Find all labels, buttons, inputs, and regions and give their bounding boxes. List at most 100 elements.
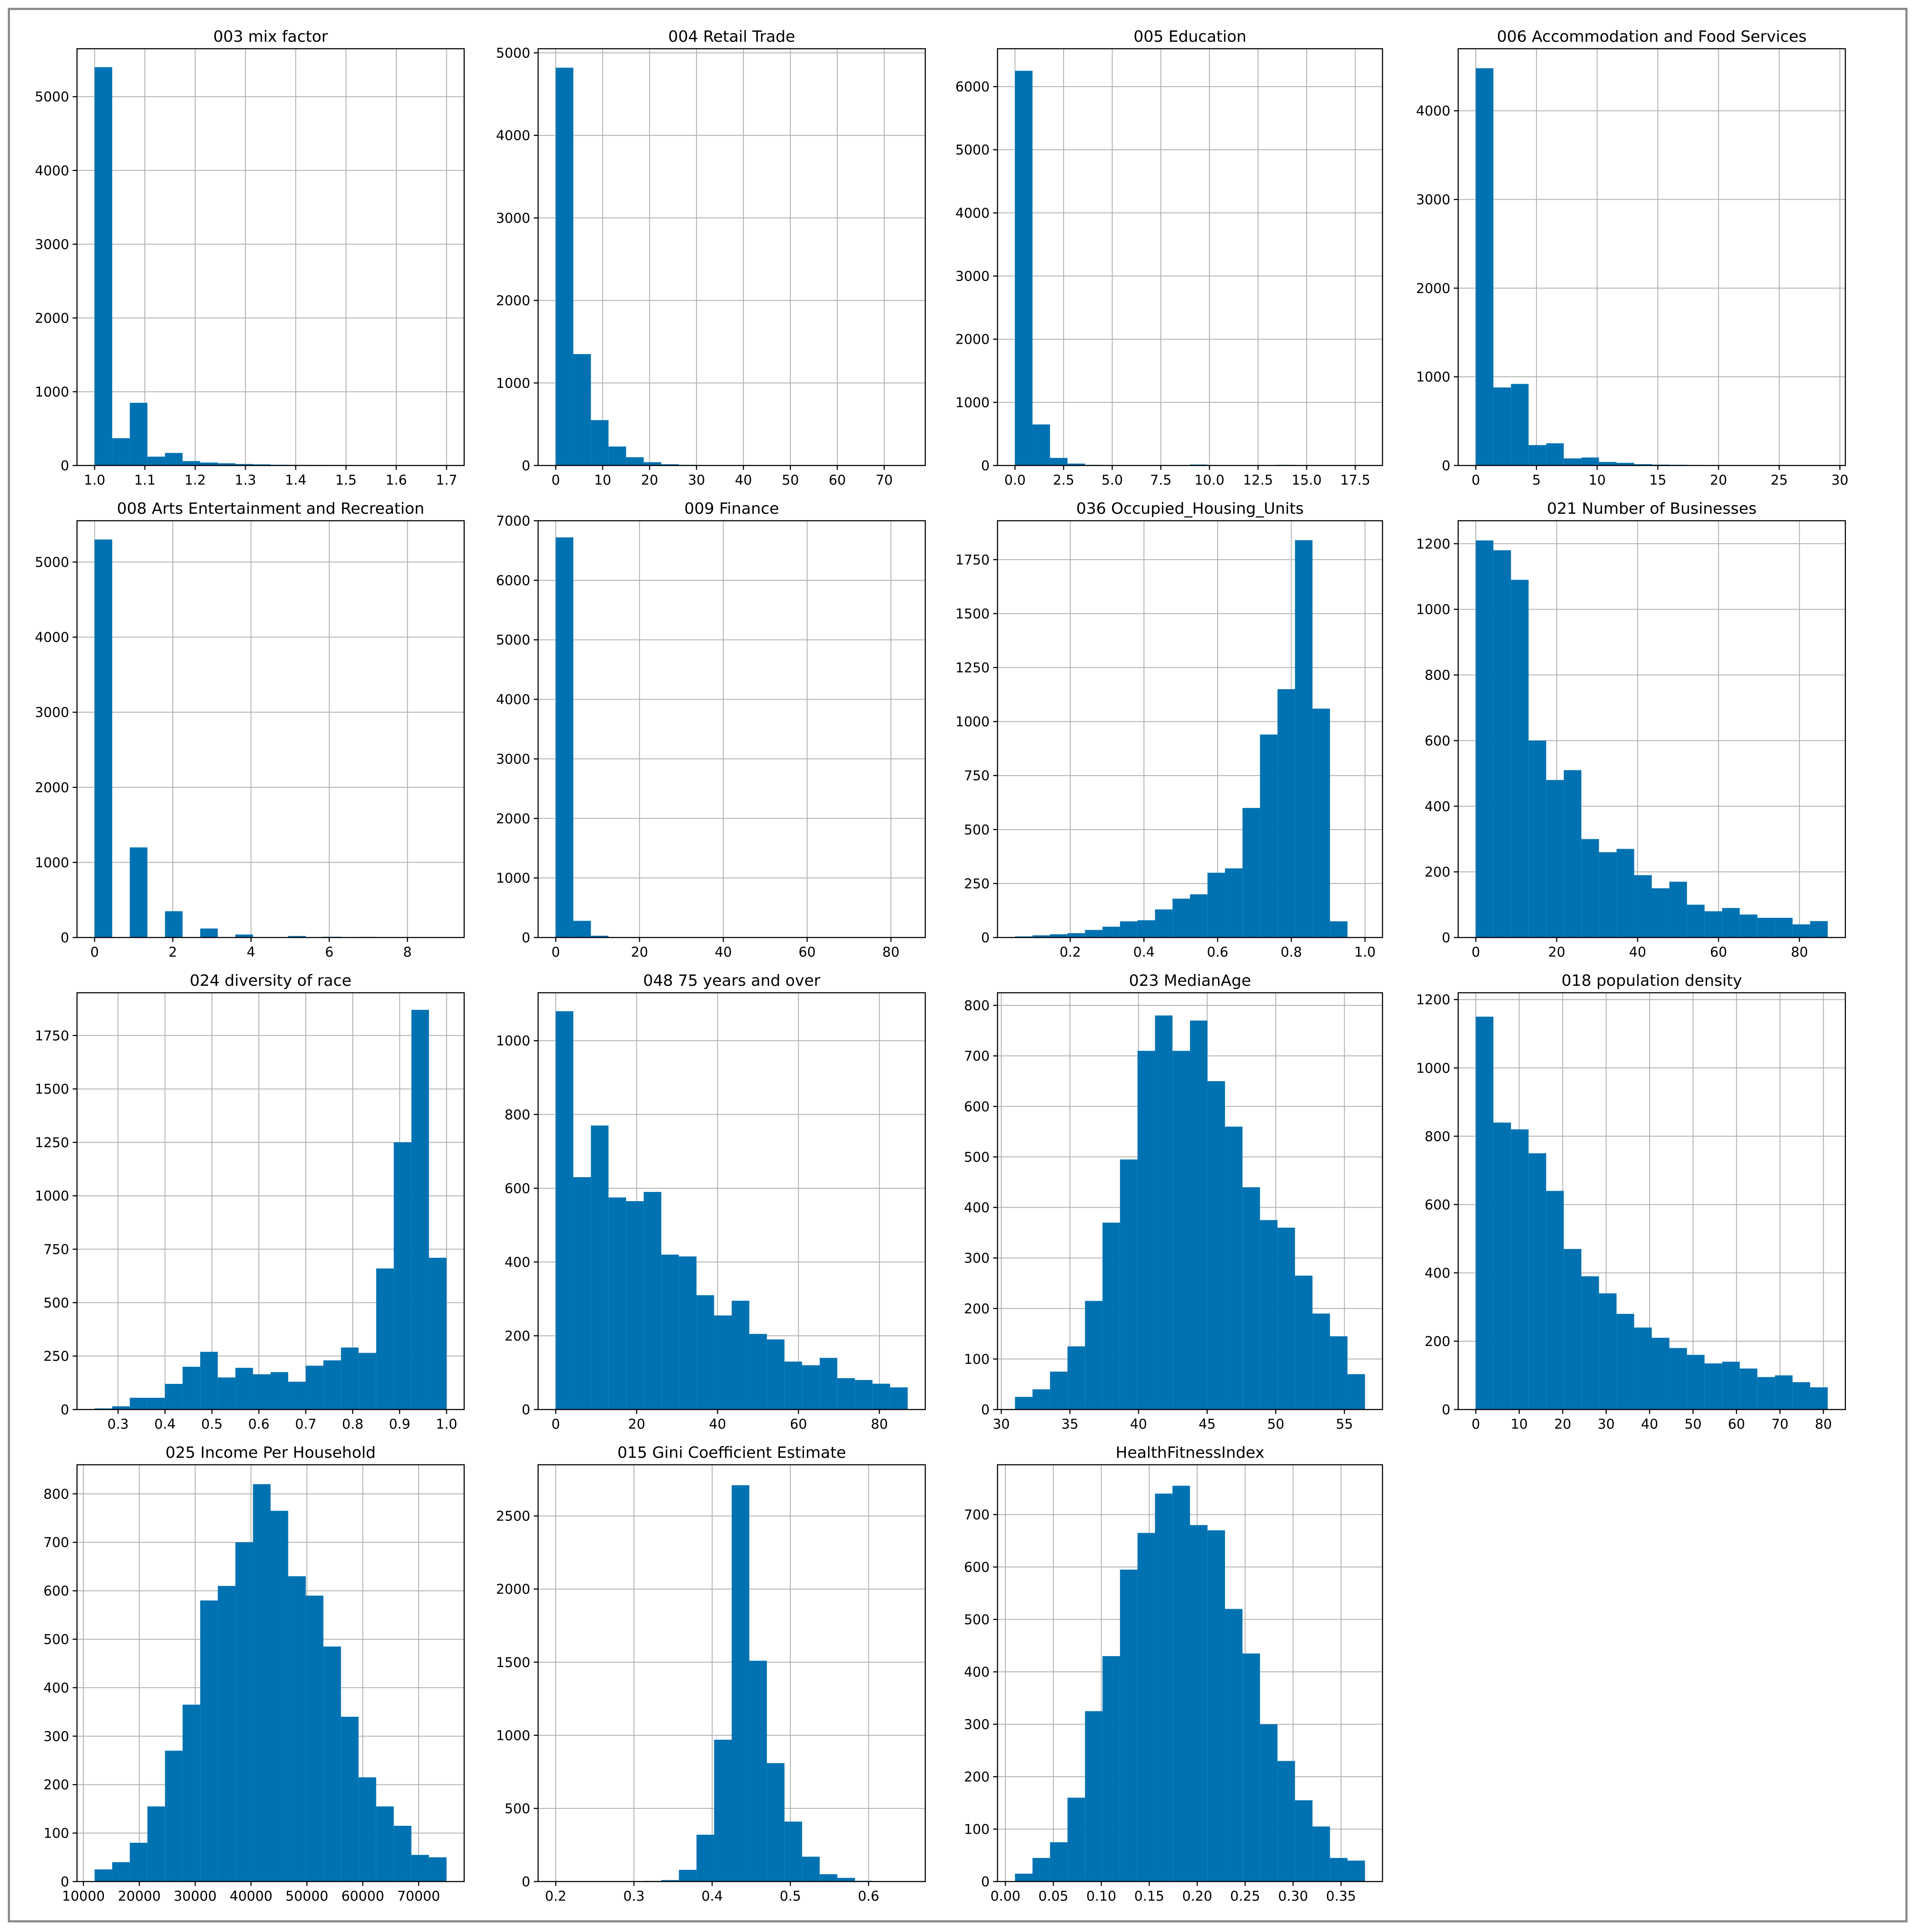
histogram-bar bbox=[1347, 1374, 1365, 1410]
histogram-plot: 0 20 40 60 80 0 1000 2000 3000 4000 5000 6000 7000 00… bbox=[496, 500, 926, 960]
x-tick-label: 20 bbox=[1548, 944, 1565, 960]
histogram-bar bbox=[661, 464, 679, 465]
histogram-bar bbox=[1528, 445, 1546, 465]
y-tick-label: 800 bbox=[44, 1487, 69, 1502]
histogram-bar bbox=[1347, 1860, 1365, 1882]
y-tick-label: 1200 bbox=[1416, 536, 1450, 552]
y-tick-label: 0 bbox=[522, 1402, 530, 1418]
histogram-bar bbox=[1511, 384, 1529, 465]
histogram-panel: 0 5 10 15 20 25 30 0 1000 2000 3000 4000 006 Accommo… bbox=[1416, 28, 1848, 488]
histogram-bar bbox=[235, 1542, 253, 1882]
histogram-plot: 0.2 0.4 0.6 0.8 1.0 0 250 500 750 1000 1250 1500 175… bbox=[955, 500, 1383, 960]
x-tick-label: 15.0 bbox=[1292, 472, 1322, 488]
y-tick-label: 400 bbox=[1425, 799, 1450, 814]
histogram-bar bbox=[837, 1878, 855, 1882]
y-tick-label: 100 bbox=[964, 1822, 990, 1837]
y-tick-label: 600 bbox=[964, 1099, 990, 1115]
histogram-bar bbox=[1740, 1368, 1757, 1410]
histogram-bar bbox=[1757, 1377, 1775, 1410]
x-tick-label: 0.5 bbox=[780, 1888, 801, 1904]
x-tick-label: 0.35 bbox=[1326, 1888, 1356, 1904]
histogram-bar bbox=[1050, 1842, 1068, 1882]
histogram-bar bbox=[1102, 1222, 1120, 1410]
axes-frame bbox=[537, 1464, 926, 1882]
y-tick-label: 300 bbox=[44, 1729, 69, 1744]
x-tick-label: 17.5 bbox=[1340, 472, 1370, 488]
histogram-plot: 0 10 20 30 40 50 60 70 8002004006008001000120001… bbox=[1416, 972, 1846, 1432]
chart-title: 008 Arts Entertainment and Recreation bbox=[117, 500, 425, 518]
histogram-bar bbox=[556, 1011, 573, 1410]
histogram-bar bbox=[1190, 894, 1208, 938]
y-tick-label: 600 bbox=[1425, 1197, 1450, 1213]
y-tick-label: 800 bbox=[505, 1107, 530, 1123]
histogram-bar bbox=[626, 1201, 644, 1410]
histogram-bar bbox=[411, 1855, 429, 1882]
y-tick-label: 1000 bbox=[955, 714, 990, 730]
y-tick-label: 5000 bbox=[955, 142, 990, 158]
y-tick-label: 0 bbox=[981, 1874, 990, 1890]
histogram-bar bbox=[855, 1380, 873, 1410]
histogram-bar bbox=[182, 461, 201, 465]
y-tick-label: 800 bbox=[964, 998, 990, 1014]
chart-title: 006 Accommodation and Food Services bbox=[1497, 28, 1807, 46]
chart-title: 024 diversity of race bbox=[190, 972, 351, 990]
x-tick-label: 0.8 bbox=[1281, 944, 1302, 960]
x-tick-label: 50 bbox=[1684, 1416, 1701, 1432]
x-tick-label: 0.4 bbox=[701, 1888, 723, 1904]
x-tick-label: 6 bbox=[325, 944, 334, 960]
y-tick-label: 1000 bbox=[496, 871, 530, 886]
y-tick-label: 1000 bbox=[1416, 369, 1450, 385]
histogram-plot: 0.2 0.3 0.4 0.5 0.6 0 500 1000 1500 2000 2500 015 G… bbox=[496, 1444, 926, 1904]
x-tick-label: 0.05 bbox=[1038, 1888, 1068, 1904]
histogram-panel: 10000 20000 30000 40000 50000 60000 70000 0 100 2… bbox=[44, 1444, 465, 1904]
y-tick-label: 1500 bbox=[496, 1655, 530, 1671]
histogram-bar bbox=[1810, 921, 1828, 938]
chart-title: 005 Education bbox=[1134, 28, 1246, 46]
chart-title: 021 Number of Businesses bbox=[1547, 500, 1757, 518]
y-tick-label: 3000 bbox=[35, 237, 69, 252]
y-tick-label: 5000 bbox=[496, 45, 530, 61]
histogram-bar bbox=[130, 402, 147, 465]
y-tick-label: 5000 bbox=[35, 89, 69, 105]
x-tick-label: 60 bbox=[829, 472, 846, 488]
y-tick-label: 1000 bbox=[35, 855, 69, 871]
axes-frame bbox=[76, 520, 465, 938]
histogram-bar bbox=[94, 539, 112, 938]
x-tick-label: 60 bbox=[790, 1416, 807, 1432]
histogram-bar bbox=[323, 1360, 341, 1410]
x-tick-label: 80 bbox=[1791, 944, 1808, 960]
x-tick-label: 0.7 bbox=[295, 1416, 316, 1432]
histogram-bar bbox=[165, 911, 183, 938]
x-tick-label: 30 bbox=[993, 1416, 1010, 1432]
x-tick-label: 40 bbox=[1130, 1416, 1147, 1432]
axes-frame bbox=[1457, 48, 1846, 466]
x-tick-label: 10 bbox=[1511, 1416, 1528, 1432]
y-tick-label: 300 bbox=[964, 1717, 990, 1732]
y-tick-label: 600 bbox=[964, 1560, 990, 1575]
histogram-bar bbox=[1032, 1389, 1050, 1410]
y-tick-label: 1000 bbox=[1416, 602, 1450, 618]
x-tick-label: 40 bbox=[1641, 1416, 1658, 1432]
histogram-bar bbox=[591, 1125, 609, 1410]
x-tick-label: 1.4 bbox=[285, 472, 306, 488]
histogram-bar bbox=[1546, 443, 1564, 465]
x-tick-label: 2.5 bbox=[1053, 472, 1074, 488]
histogram-bar bbox=[1190, 1020, 1208, 1410]
histogram-bar bbox=[271, 1372, 288, 1410]
histogram-bar bbox=[1330, 1336, 1348, 1410]
histogram-bar bbox=[1155, 1015, 1173, 1410]
histogram-plot: 1.0 1.1 1.2 1.3 1.4 1.5 1.6 1.7 0 1000 2000 3000 400… bbox=[35, 28, 465, 488]
x-tick-label: 0 bbox=[1472, 1416, 1480, 1432]
y-tick-label: 800 bbox=[1425, 1129, 1450, 1145]
histogram-bar bbox=[218, 463, 236, 465]
chart-title: 009 Finance bbox=[684, 500, 779, 518]
histogram-bar bbox=[556, 537, 573, 938]
histogram-bar bbox=[235, 934, 253, 938]
y-tick-label: 1000 bbox=[496, 375, 530, 391]
y-tick-label: 1500 bbox=[955, 606, 990, 622]
histogram-bar bbox=[1546, 780, 1564, 938]
x-tick-label: 0.6 bbox=[858, 1888, 879, 1904]
histogram-bar bbox=[1792, 924, 1811, 938]
histogram-bar bbox=[253, 1484, 271, 1882]
